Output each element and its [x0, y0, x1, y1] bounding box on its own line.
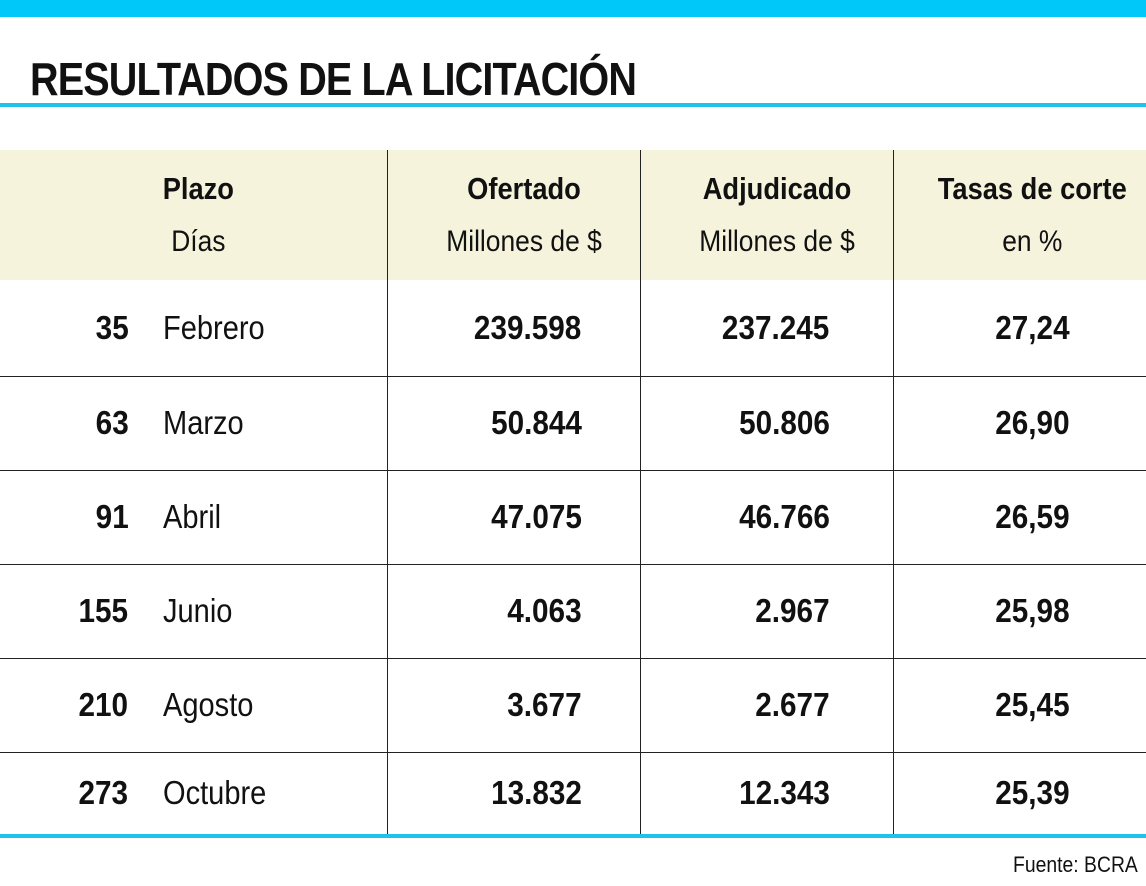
plazo-cell: 210 Agosto: [0, 657, 387, 752]
bottom-divider: [0, 834, 1146, 838]
ofertado-value: 47.075: [490, 498, 582, 535]
ofertado-cell: 3.677: [386, 657, 640, 752]
adjudicado-value: 2.967: [755, 592, 830, 629]
adjudicado-cell: 237.245: [639, 280, 893, 376]
header-sublabel: Millones de $: [446, 225, 602, 258]
header-label: Plazo: [162, 171, 234, 206]
dias-value: 210: [78, 686, 129, 723]
header-adjudicado: Adjudicado Millones de $: [639, 150, 893, 280]
header-ofertado: Ofertado Millones de $: [386, 150, 640, 280]
header-sublabel: Millones de $: [699, 225, 855, 258]
ofertado-value: 239.598: [474, 308, 582, 346]
table-row: 210 Agosto 3.677 2.677 25,45: [0, 657, 1146, 752]
mes-value: Junio: [163, 592, 233, 629]
tasa-cell: 25,39: [892, 751, 1146, 834]
adjudicado-value: 237.245: [722, 308, 830, 346]
adjudicado-value: 50.806: [738, 404, 830, 441]
tasa-value: 27,24: [995, 308, 1070, 346]
table-row: 273 Octubre 13.832 12.343 25,39: [0, 751, 1146, 834]
mes-value: Febrero: [163, 308, 265, 346]
adjudicado-cell: 2.677: [639, 657, 893, 752]
mes-value: Marzo: [163, 404, 244, 441]
ofertado-value: 13.832: [490, 774, 582, 812]
tasa-value: 25,45: [995, 686, 1070, 723]
dias-value: 273: [78, 774, 129, 812]
page-title: RESULTADOS DE LA LICITACIÓN: [30, 53, 637, 105]
plazo-cell: 91 Abril: [0, 469, 387, 564]
tasa-cell: 25,45: [892, 657, 1146, 752]
ofertado-cell: 4.063: [386, 563, 640, 658]
dias-value: 91: [95, 498, 129, 535]
ofertado-cell: 13.832: [386, 751, 640, 834]
ofertado-cell: 47.075: [386, 469, 640, 564]
table-header-row: Plazo Días Ofertado Millones de $ Adjudica…: [0, 150, 1146, 280]
tasa-cell: 25,98: [892, 563, 1146, 658]
title-divider: [0, 103, 1146, 107]
tasa-cell: 26,90: [892, 375, 1146, 470]
source-note: Fuente: BCRA: [1013, 852, 1138, 877]
plazo-cell: 63 Marzo: [0, 375, 387, 470]
dias-value: 35: [95, 308, 129, 346]
ofertado-value: 4.063: [507, 592, 582, 629]
plazo-cell: 155 Junio: [0, 563, 387, 658]
tasa-value: 26,90: [995, 404, 1070, 441]
adjudicado-cell: 46.766: [639, 469, 893, 564]
header-tasas: Tasas de corte en %: [892, 150, 1146, 280]
plazo-cell: 273 Octubre: [0, 751, 387, 834]
header-plazo: Plazo Días: [0, 150, 387, 280]
ofertado-value: 50.844: [490, 404, 582, 441]
tasa-cell: 27,24: [892, 280, 1146, 376]
adjudicado-cell: 12.343: [639, 751, 893, 834]
adjudicado-cell: 2.967: [639, 563, 893, 658]
table-row: 35 Febrero 239.598 237.245 27,24: [0, 280, 1146, 376]
tasa-value: 25,98: [995, 592, 1070, 629]
top-accent-bar: [0, 0, 1146, 17]
ofertado-cell: 50.844: [386, 375, 640, 470]
results-table: Plazo Días Ofertado Millones de $ Adjudica…: [0, 150, 1146, 834]
header-label: Adjudicado: [702, 171, 852, 206]
ofertado-value: 3.677: [507, 686, 582, 723]
adjudicado-value: 12.343: [738, 774, 830, 812]
table-row: 63 Marzo 50.844 50.806 26,90: [0, 375, 1146, 470]
header-label: Tasas de corte: [938, 171, 1128, 206]
header-sublabel: Días: [170, 225, 226, 258]
mes-value: Octubre: [163, 774, 267, 812]
mes-value: Abril: [163, 498, 222, 535]
adjudicado-value: 2.677: [755, 686, 830, 723]
dias-value: 155: [78, 592, 129, 629]
tasa-value: 25,39: [995, 774, 1070, 812]
adjudicado-value: 46.766: [738, 498, 830, 535]
ofertado-cell: 239.598: [386, 280, 640, 376]
tasa-value: 26,59: [995, 498, 1070, 535]
plazo-cell: 35 Febrero: [0, 280, 387, 376]
header-label: Ofertado: [467, 171, 581, 206]
dias-value: 63: [95, 404, 129, 441]
tasa-cell: 26,59: [892, 469, 1146, 564]
adjudicado-cell: 50.806: [639, 375, 893, 470]
table-row: 91 Abril 47.075 46.766 26,59: [0, 469, 1146, 564]
mes-value: Agosto: [163, 686, 254, 723]
header-sublabel: en %: [1002, 225, 1063, 258]
table-row: 155 Junio 4.063 2.967 25,98: [0, 563, 1146, 658]
